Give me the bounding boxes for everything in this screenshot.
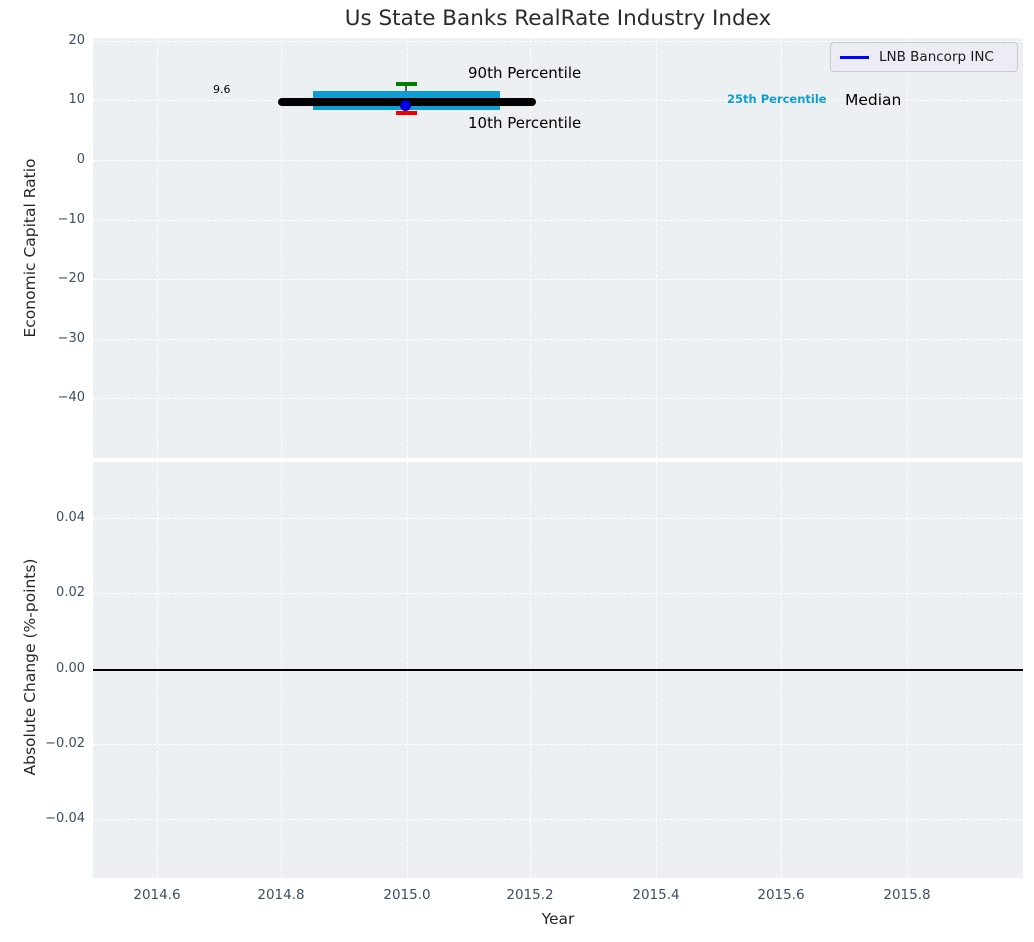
x-tick-label: 2015.6 bbox=[757, 887, 805, 903]
gridline bbox=[93, 220, 1023, 221]
chart-title: Us State Banks RealRate Industry Index bbox=[344, 6, 772, 31]
legend-label: LNB Bancorp INC bbox=[879, 49, 994, 65]
gridline bbox=[281, 38, 282, 458]
y-tick-label: 20 bbox=[68, 33, 85, 48]
x-tick-label: 2015.2 bbox=[506, 887, 554, 903]
top-y-axis-label: Economic Capital Ratio bbox=[21, 158, 39, 338]
p90-cap bbox=[396, 82, 417, 86]
bottom-subplot bbox=[93, 462, 1023, 878]
gridline bbox=[93, 100, 1023, 101]
x-tick-label: 2015.4 bbox=[632, 887, 680, 903]
y-tick-label: −10 bbox=[57, 212, 85, 227]
median-value-label: 9.6 bbox=[213, 83, 231, 96]
x-tick-label: 2014.6 bbox=[133, 887, 181, 903]
gridline bbox=[93, 744, 1023, 745]
gridline bbox=[93, 339, 1023, 340]
gridline bbox=[93, 819, 1023, 820]
x-tick-label: 2014.8 bbox=[257, 887, 305, 903]
y-tick-label: 0.00 bbox=[56, 661, 85, 676]
x-tick-label: 2015.8 bbox=[883, 887, 931, 903]
y-tick-label: 10 bbox=[68, 92, 85, 107]
zero-reference-line bbox=[93, 669, 1023, 671]
bottom-y-axis-label: Absolute Change (%-points) bbox=[21, 558, 39, 776]
y-tick-label: −0.04 bbox=[45, 811, 85, 826]
y-tick-label: 0 bbox=[76, 152, 85, 167]
p10-cap bbox=[396, 111, 417, 115]
y-tick-label: 0.02 bbox=[56, 585, 85, 600]
company-data-point bbox=[400, 100, 411, 111]
y-tick-label: 0.04 bbox=[56, 510, 85, 525]
x-axis-label: Year bbox=[541, 910, 575, 928]
gridline bbox=[93, 398, 1023, 399]
gridline bbox=[781, 38, 782, 458]
median-annotation: Median bbox=[845, 91, 902, 109]
gridline bbox=[93, 160, 1023, 161]
legend: LNB Bancorp INC bbox=[830, 42, 1018, 72]
p90-annotation: 90th Percentile bbox=[468, 64, 582, 82]
y-tick-label: −40 bbox=[57, 390, 85, 405]
p10-annotation: 10th Percentile bbox=[468, 114, 582, 132]
x-tick-label: 2015.0 bbox=[383, 887, 431, 903]
gridline bbox=[157, 38, 158, 458]
gridline bbox=[93, 593, 1023, 594]
gridline bbox=[656, 38, 657, 458]
y-tick-label: −20 bbox=[57, 271, 85, 286]
y-tick-label: −0.02 bbox=[45, 736, 85, 751]
p25-annotation: 25th Percentile bbox=[727, 92, 827, 106]
gridline bbox=[407, 38, 408, 458]
gridline bbox=[93, 279, 1023, 280]
y-tick-label: −30 bbox=[57, 331, 85, 346]
gridline bbox=[93, 518, 1023, 519]
gridline bbox=[907, 38, 908, 458]
legend-line-icon bbox=[840, 55, 869, 59]
gridline bbox=[530, 38, 531, 458]
gridline bbox=[93, 41, 1023, 42]
top-subplot: 9.6 90th Percentile 10th Percentile 25th… bbox=[93, 38, 1023, 458]
